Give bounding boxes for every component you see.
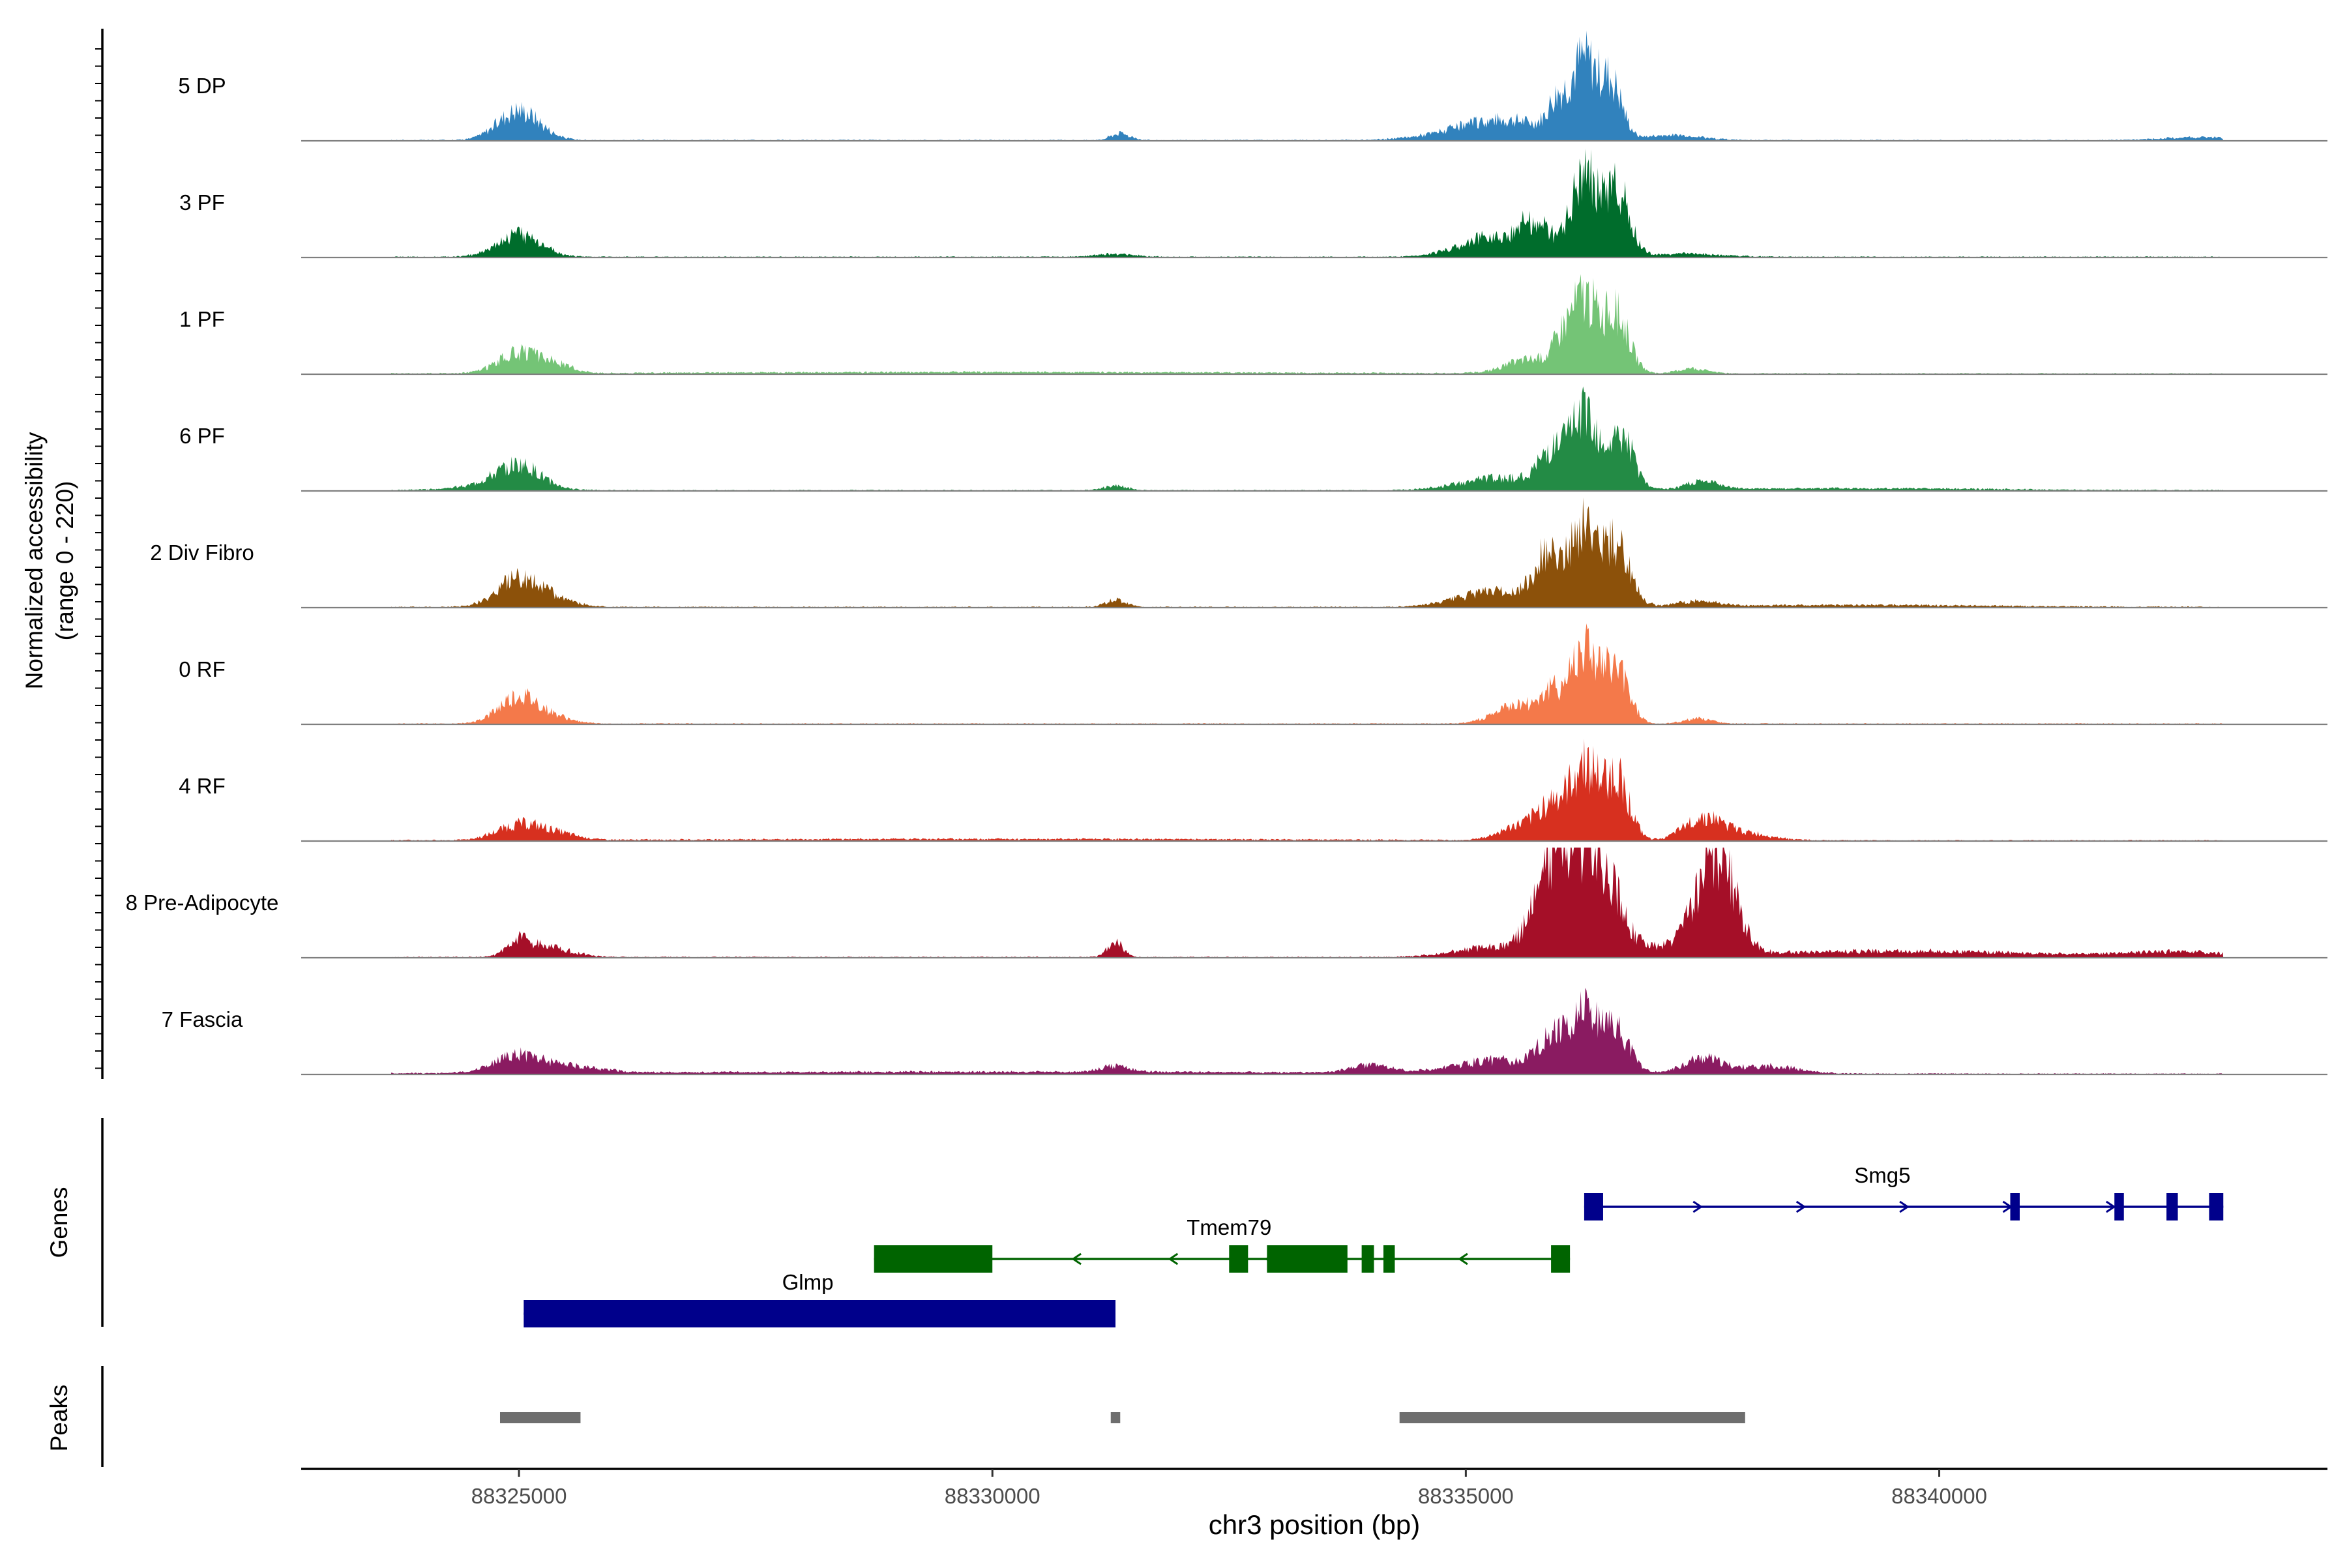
coverage-area (391, 149, 2224, 258)
strand-arrow-icon (1899, 1200, 1910, 1213)
exon (2010, 1193, 2020, 1220)
y-axis-title: Normalized accessibility (21, 432, 48, 689)
track-label: 5 DP (178, 74, 226, 98)
coverage-tracks: 5 DP 3 PF 1 PF 6 PF 2 Div Fibro 0 RF 4 RF 8 Pre… (126, 31, 2327, 1076)
peaks-panel-label: Peaks (46, 1385, 72, 1452)
gene-label: Tmem79 (1187, 1215, 1271, 1239)
strand-arrow-icon (1071, 1252, 1082, 1265)
gene-label: Glmp (782, 1270, 834, 1294)
track-0-rf: 0 RF (179, 623, 2327, 726)
peak-region-bar (499, 1412, 581, 1423)
gene-glmp: Glmp (524, 1270, 1116, 1327)
track-1-pf: 1 PF (179, 274, 2327, 376)
coverage-area (391, 988, 2224, 1074)
coverage-area (391, 848, 2224, 958)
strand-arrow-icon (1168, 1252, 1179, 1265)
exon (1361, 1245, 1374, 1273)
track-label: 3 PF (179, 190, 225, 214)
track-label: 8 Pre-Adipocyte (126, 891, 279, 915)
track-4-rf: 4 RF (179, 739, 2327, 842)
strand-arrow-icon (1458, 1252, 1468, 1265)
track-6-pf: 6 PF (179, 386, 2327, 492)
coverage-area (391, 739, 2224, 841)
exon (1584, 1193, 1603, 1220)
track-2-div-fibro: 2 Div Fibro (150, 497, 2327, 609)
track-label: 0 RF (179, 657, 226, 681)
y-axis-ticks (95, 48, 102, 1069)
track-3-pf: 3 PF (179, 149, 2327, 259)
exon (2166, 1193, 2178, 1220)
exon (2114, 1193, 2124, 1220)
track-label: 7 Fascia (162, 1007, 243, 1031)
exon (1551, 1245, 1571, 1273)
track-label: 2 Div Fibro (150, 540, 254, 565)
exon (1383, 1245, 1395, 1273)
exon (1229, 1245, 1248, 1273)
peak-region-bar (1399, 1412, 1745, 1423)
strand-arrow-icon (1692, 1200, 1704, 1213)
track-label: 6 PF (179, 424, 225, 448)
x-tick-label: 88330000 (945, 1484, 1041, 1508)
x-tick-label: 88340000 (1891, 1484, 1987, 1508)
peak-region-bar (1110, 1412, 1121, 1423)
track-label: 1 PF (179, 307, 225, 331)
coverage-area (391, 497, 2224, 608)
peak-regions (499, 1412, 1745, 1423)
genes-panel-label: Genes (46, 1187, 72, 1258)
gene-tmem79: Tmem79 (874, 1215, 1571, 1273)
exon (1267, 1245, 1348, 1273)
coverage-area (391, 31, 2224, 141)
gene-label: Smg5 (1854, 1163, 1910, 1187)
coverage-area (391, 274, 2224, 374)
exon (524, 1300, 1116, 1327)
exon (2209, 1193, 2224, 1220)
track-8-pre-adipocyte: 8 Pre-Adipocyte (126, 848, 2327, 959)
track-label: 4 RF (179, 774, 226, 798)
x-axis-ticks: 88325000 88330000 88335000 88340000 (471, 1469, 1987, 1508)
x-tick-label: 88325000 (471, 1484, 567, 1508)
strand-arrow-icon (1795, 1200, 1807, 1213)
y-axis-subtitle: (range 0 - 220) (52, 481, 78, 641)
coverage-area (391, 386, 2224, 491)
x-tick-label: 88335000 (1418, 1484, 1514, 1508)
gene-smg5: Smg5 (1584, 1163, 2224, 1220)
strand-arrow-icon (2106, 1200, 2116, 1213)
coverage-area (391, 623, 2224, 724)
track-7-fascia: 7 Fascia (162, 988, 2327, 1076)
x-axis-title: chr3 position (bp) (1209, 1509, 1421, 1540)
gene-annotations: Smg5 Tmem79 Glmp (524, 1163, 2224, 1327)
track-5-dp: 5 DP (178, 31, 2327, 142)
exon (874, 1245, 993, 1273)
